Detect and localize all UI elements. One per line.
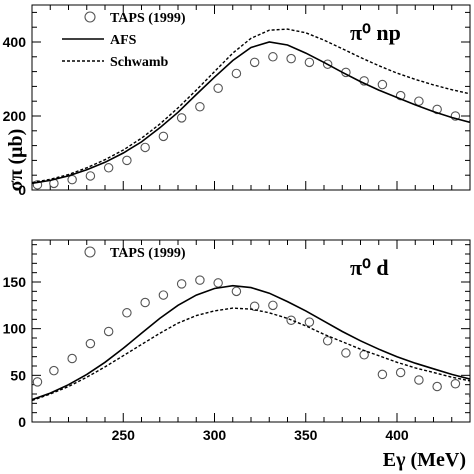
x-tick-label: 300 — [203, 427, 227, 443]
x-ticks-bottom: 250 300 350 400 — [31, 240, 471, 443]
legend-marker-circle — [84, 246, 96, 258]
y-tick-label: 400 — [3, 34, 27, 50]
data-point — [176, 279, 187, 289]
x-ticks-top — [31, 5, 471, 190]
series-line-afs — [32, 41, 470, 185]
series-clip-group — [32, 275, 470, 402]
data-point — [395, 367, 406, 378]
data-point — [158, 131, 169, 142]
y-tick-label: 50 — [10, 367, 26, 383]
data-point — [122, 308, 132, 318]
data-point — [103, 326, 114, 337]
series-clip-group — [32, 28, 470, 190]
data-point — [414, 375, 424, 385]
legend-label: Schwamb — [110, 55, 169, 70]
y-ticks-top: 0 200 400 — [3, 11, 470, 198]
data-point — [103, 163, 114, 173]
x-tick-label: 400 — [385, 427, 409, 443]
series-line-afs — [32, 284, 470, 401]
y-tick-label: 0 — [18, 182, 26, 198]
data-point — [377, 79, 388, 90]
data-point — [286, 53, 296, 64]
series-top — [32, 28, 470, 190]
legend-bottom: TAPS (1999) — [84, 246, 186, 261]
y-tick-label: 200 — [3, 108, 27, 124]
data-point — [414, 96, 424, 106]
data-point — [231, 286, 242, 297]
data-point — [195, 275, 205, 285]
series-bottom — [32, 275, 470, 402]
data-point — [195, 102, 205, 112]
plot-frame-bottom — [31, 239, 471, 423]
legend-label: TAPS (1999) — [110, 11, 186, 26]
series-line-schwamb — [32, 307, 470, 402]
data-point — [32, 377, 43, 387]
y-tick-label: 150 — [3, 274, 27, 290]
data-point — [140, 142, 150, 153]
panel-pi0-d: 0 50 100 150 250 300 350 400 TAPS (1999) π⁰ d — [3, 239, 471, 443]
data-point — [140, 297, 150, 308]
data-point — [432, 381, 442, 392]
data-point — [213, 278, 223, 288]
panel-pi0-np: 0 200 400 TAPS (1999) AFS Schwamb π⁰ np — [3, 4, 471, 198]
data-point — [122, 155, 132, 166]
process-label-top: π⁰ np — [350, 20, 401, 45]
x-tick-label: 250 — [112, 427, 136, 443]
x-axis-label: Eγ (MeV) — [383, 449, 466, 471]
data-point — [322, 336, 333, 346]
data-point — [468, 392, 470, 399]
data-point — [450, 378, 461, 389]
legend-marker-circle — [84, 11, 96, 23]
data-point — [304, 57, 315, 68]
legend-label: AFS — [110, 33, 137, 48]
data-point — [49, 365, 59, 376]
data-point — [249, 301, 260, 312]
data-point — [377, 369, 388, 380]
series-line-schwamb — [32, 28, 470, 184]
data-point — [341, 348, 351, 358]
legend-label: TAPS (1999) — [110, 246, 186, 261]
legend-top: TAPS (1999) AFS Schwamb — [62, 11, 186, 70]
data-point — [268, 300, 278, 311]
data-point — [213, 83, 223, 94]
data-point — [268, 52, 278, 62]
y-tick-label: 100 — [3, 321, 27, 337]
process-label-bottom: π⁰ d — [350, 255, 389, 280]
data-point — [176, 113, 187, 123]
x-tick-label: 350 — [294, 427, 318, 443]
data-point — [85, 338, 96, 349]
y-ticks-bottom: 0 50 100 150 — [3, 244, 470, 430]
data-point — [304, 317, 315, 327]
data-point — [67, 353, 77, 364]
data-point — [249, 57, 260, 68]
data-point — [158, 290, 169, 300]
y-tick-label: 0 — [18, 414, 26, 430]
data-point — [85, 171, 96, 181]
data-point — [231, 68, 242, 79]
data-point — [67, 174, 77, 185]
y-axis-label: σπ (μb) — [5, 129, 27, 192]
